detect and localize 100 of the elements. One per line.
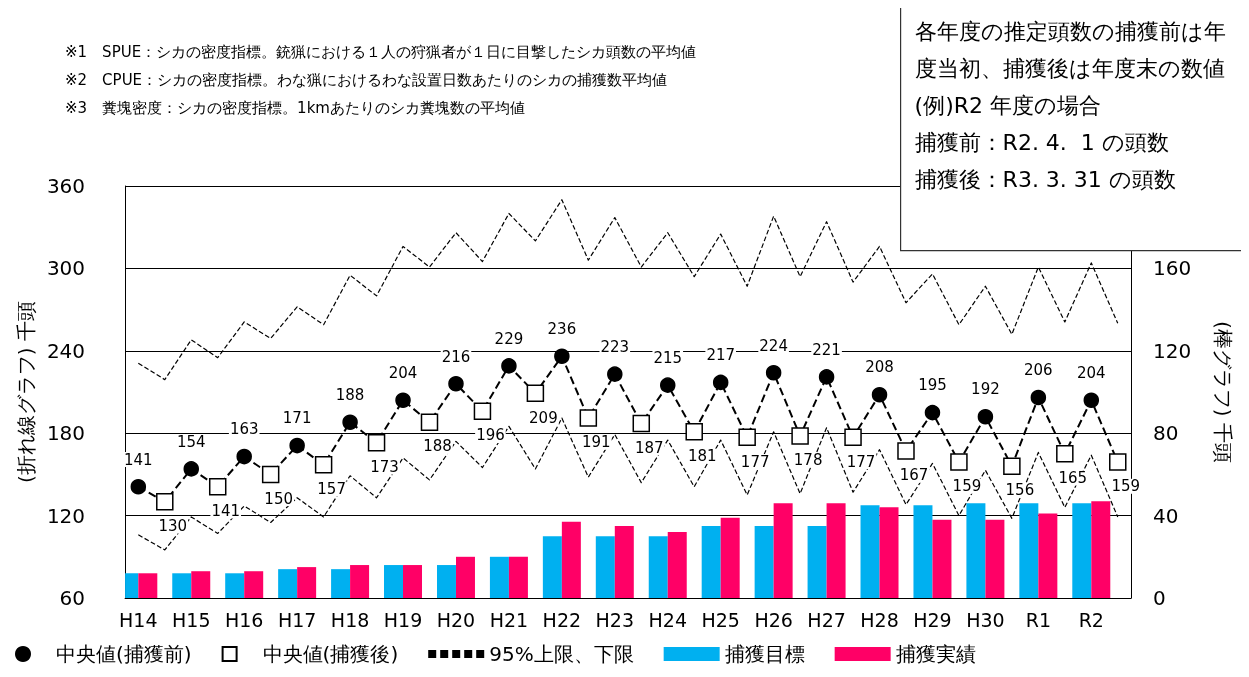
point bbox=[156, 493, 174, 511]
data-label: 216 bbox=[441, 347, 471, 366]
x-tick-label: H18 bbox=[330, 608, 370, 631]
point bbox=[208, 478, 227, 496]
point bbox=[367, 434, 386, 452]
bar bbox=[542, 536, 562, 598]
bar bbox=[350, 565, 370, 598]
x-tick-label: H15 bbox=[172, 608, 211, 631]
bar bbox=[754, 525, 774, 598]
point bbox=[183, 461, 199, 477]
data-label: 141 bbox=[211, 502, 241, 521]
y2-tick-label: 0 bbox=[1153, 586, 1166, 610]
bar bbox=[1091, 501, 1111, 598]
x-tick-label: H16 bbox=[224, 608, 264, 631]
x-tick-label: H14 bbox=[119, 608, 158, 631]
data-label: 163 bbox=[229, 420, 259, 439]
point bbox=[1030, 389, 1047, 406]
point bbox=[473, 402, 492, 420]
data-label: 217 bbox=[706, 346, 736, 365]
data-label: 215 bbox=[653, 348, 683, 367]
legend-label: 中央値(捕獲前) bbox=[56, 642, 192, 666]
point bbox=[289, 437, 305, 454]
bar bbox=[913, 505, 933, 598]
bar bbox=[879, 507, 899, 598]
bar bbox=[595, 536, 615, 598]
legend-label: 中央値(捕獲後) bbox=[262, 642, 399, 666]
point bbox=[448, 376, 464, 392]
bar bbox=[331, 569, 351, 598]
data-label: 154 bbox=[176, 432, 206, 451]
data-label: 177 bbox=[740, 452, 770, 471]
data-label: 150 bbox=[264, 489, 293, 508]
point bbox=[924, 404, 941, 421]
point bbox=[685, 423, 703, 441]
data-label: 159 bbox=[952, 477, 982, 496]
x-tick-label: H29 bbox=[913, 608, 952, 631]
data-label: 187 bbox=[634, 438, 664, 457]
x-tick-label: H17 bbox=[277, 608, 317, 631]
data-label: 130 bbox=[158, 517, 188, 536]
bar bbox=[508, 556, 528, 598]
point bbox=[950, 453, 968, 471]
x-tick-label: H26 bbox=[754, 608, 793, 631]
bar bbox=[489, 556, 509, 598]
point bbox=[261, 465, 280, 484]
point bbox=[660, 377, 676, 393]
bar bbox=[244, 571, 264, 598]
data-label: 209 bbox=[529, 408, 558, 427]
point bbox=[765, 365, 782, 381]
data-label: 156 bbox=[1005, 481, 1035, 500]
data-label: 224 bbox=[759, 336, 788, 355]
x-tick-label: H20 bbox=[436, 608, 476, 631]
point bbox=[130, 479, 147, 495]
point bbox=[579, 409, 598, 427]
point bbox=[554, 348, 570, 365]
data-label: 192 bbox=[971, 380, 1000, 399]
bar bbox=[985, 519, 1005, 598]
legend-label: 95%上限、下限 bbox=[489, 642, 634, 666]
y2-tick-label: 160 bbox=[1153, 256, 1192, 281]
data-label: 173 bbox=[370, 458, 399, 477]
annotation: 捕獲後：R3. 3. 31 の頭数 bbox=[914, 166, 1176, 192]
bar bbox=[932, 519, 952, 598]
bar bbox=[297, 567, 317, 598]
data-label: 188 bbox=[335, 385, 365, 404]
x-tick-label: R2 bbox=[1078, 608, 1104, 631]
bar bbox=[966, 503, 986, 598]
x-tick-label: R1 bbox=[1025, 608, 1051, 631]
y-tick-label: 240 bbox=[46, 338, 86, 363]
y-tick-label: 60 bbox=[59, 586, 86, 610]
bar bbox=[1038, 513, 1058, 598]
text: ※2 CPUE：シカの密度指標。わな猟におけるわな設置日数あたりのシカの捕獲数平均値 bbox=[65, 70, 668, 89]
data-label: 188 bbox=[423, 437, 452, 456]
data-label: 159 bbox=[1111, 477, 1141, 496]
point bbox=[844, 428, 862, 447]
data-label: 208 bbox=[865, 358, 894, 377]
legend-label: 捕獲実績 bbox=[895, 642, 976, 666]
y2-tick-label: 120 bbox=[1153, 338, 1192, 363]
x-tick-label: H27 bbox=[807, 608, 846, 631]
data-label: 204 bbox=[1076, 363, 1106, 382]
bar bbox=[1072, 503, 1092, 598]
bar bbox=[436, 565, 456, 598]
text: (例)R2 年度の場合 bbox=[914, 92, 1102, 118]
y-tick-label: 180 bbox=[46, 421, 86, 446]
point bbox=[632, 414, 651, 433]
point bbox=[1056, 445, 1074, 463]
point bbox=[712, 374, 729, 391]
x-tick-label: H19 bbox=[383, 608, 423, 631]
x-tick-label: H22 bbox=[542, 608, 582, 631]
y-axis-title: (折れ線グラフ) 千頭 bbox=[14, 301, 38, 483]
bar bbox=[648, 536, 668, 598]
data-label: 191 bbox=[582, 433, 611, 452]
point bbox=[526, 384, 545, 403]
x-tick-label: H23 bbox=[595, 608, 635, 631]
data-label: 223 bbox=[600, 337, 630, 356]
bar bbox=[191, 571, 211, 598]
point bbox=[342, 414, 358, 430]
point bbox=[1109, 453, 1127, 471]
bar bbox=[773, 503, 793, 598]
point bbox=[1003, 457, 1021, 475]
bar bbox=[1019, 503, 1039, 598]
bar bbox=[720, 517, 740, 598]
bar bbox=[138, 573, 158, 598]
